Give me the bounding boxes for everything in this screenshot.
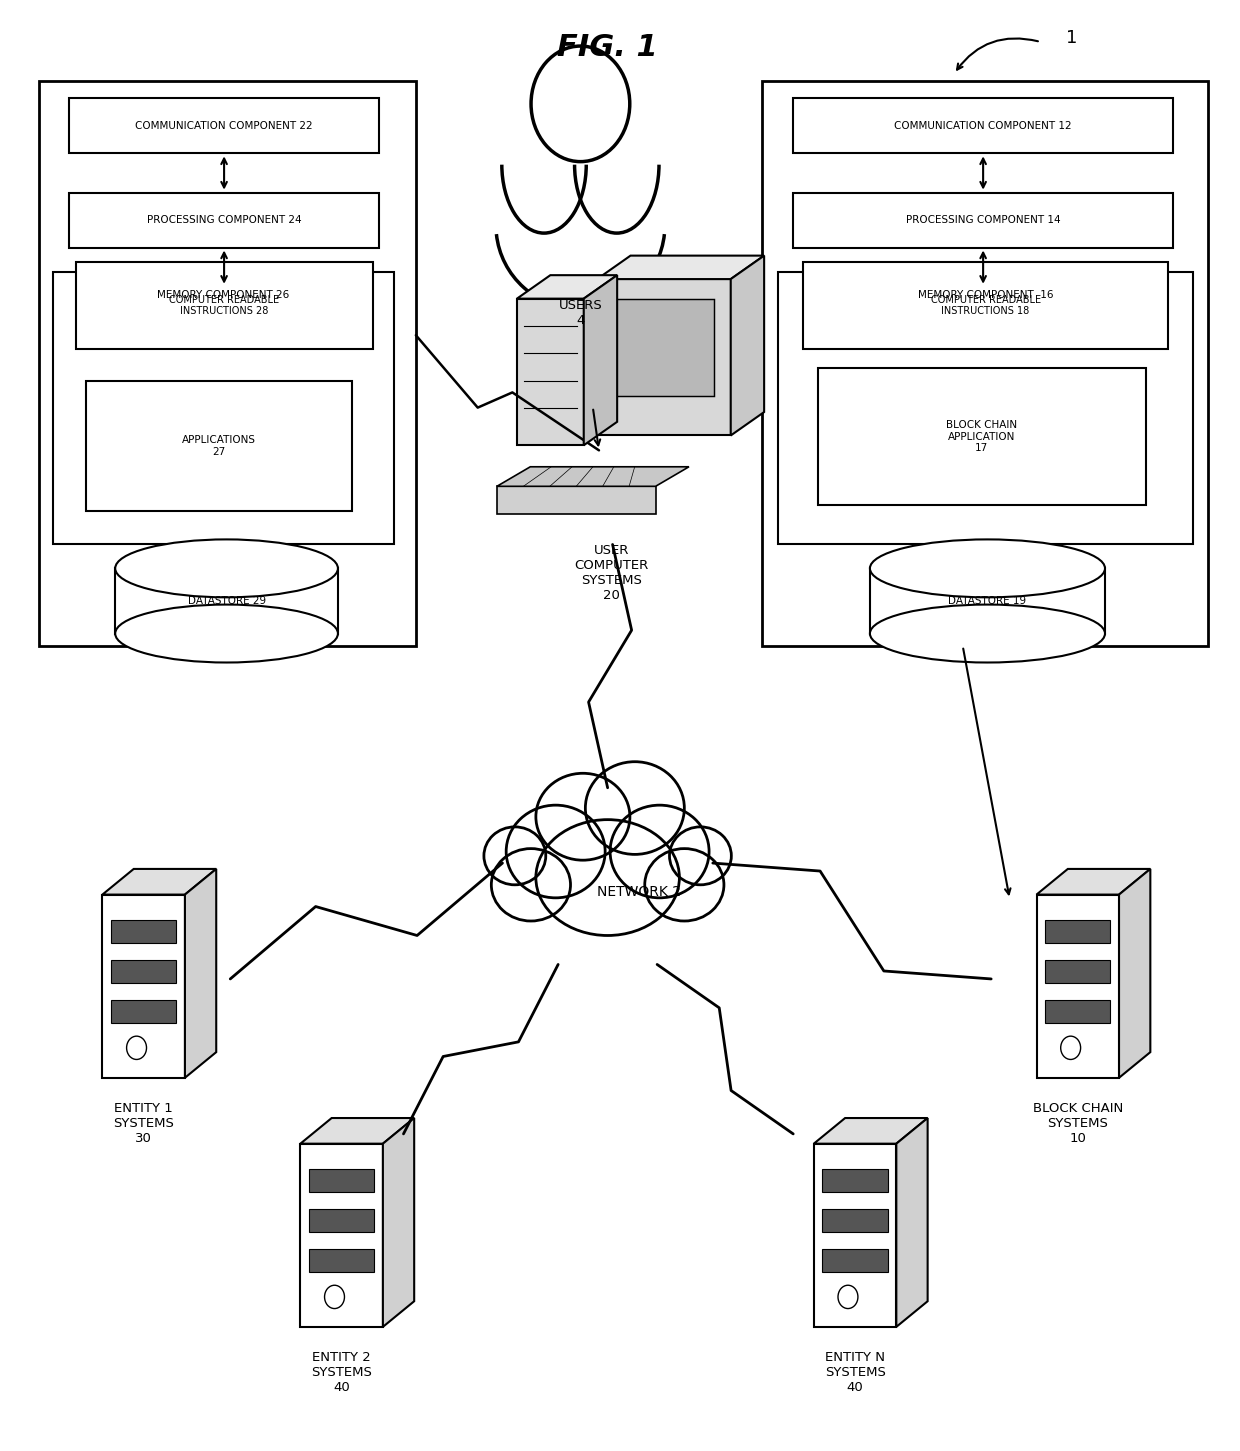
- Bar: [822, 1249, 888, 1273]
- Text: COMMUNICATION COMPONENT 22: COMMUNICATION COMPONENT 22: [135, 120, 312, 131]
- Bar: [1045, 920, 1111, 943]
- Ellipse shape: [115, 605, 339, 663]
- Bar: [1045, 959, 1111, 982]
- Text: DATASTORE 19: DATASTORE 19: [949, 596, 1027, 607]
- Circle shape: [126, 1036, 146, 1059]
- Bar: [822, 1209, 888, 1232]
- Bar: [115, 569, 339, 634]
- Bar: [103, 895, 185, 1078]
- Bar: [497, 486, 656, 514]
- Text: MEMORY COMPONENT 26: MEMORY COMPONENT 26: [157, 290, 290, 300]
- Ellipse shape: [536, 820, 680, 936]
- Text: COMMUNICATION COMPONENT 12: COMMUNICATION COMPONENT 12: [894, 120, 1071, 131]
- Polygon shape: [300, 1119, 414, 1143]
- Polygon shape: [383, 1119, 414, 1326]
- Bar: [53, 273, 393, 544]
- Circle shape: [1060, 1036, 1080, 1059]
- Ellipse shape: [645, 849, 724, 921]
- Bar: [804, 263, 1168, 348]
- Text: PROCESSING COMPONENT 14: PROCESSING COMPONENT 14: [905, 215, 1060, 225]
- Bar: [309, 1168, 374, 1191]
- Ellipse shape: [670, 827, 732, 885]
- Bar: [309, 1209, 374, 1232]
- Text: FIG. 1: FIG. 1: [557, 33, 658, 62]
- Bar: [517, 299, 584, 445]
- Polygon shape: [897, 1119, 928, 1326]
- Polygon shape: [584, 276, 618, 445]
- Polygon shape: [1118, 869, 1151, 1078]
- Bar: [1037, 895, 1118, 1078]
- Ellipse shape: [610, 805, 709, 898]
- Text: ENTITY 2
SYSTEMS
40: ENTITY 2 SYSTEMS 40: [311, 1351, 372, 1394]
- Text: BLOCK CHAIN
SYSTEMS
10: BLOCK CHAIN SYSTEMS 10: [1033, 1103, 1123, 1145]
- Ellipse shape: [870, 540, 1105, 598]
- Bar: [779, 273, 1193, 544]
- Bar: [38, 81, 415, 646]
- Text: BLOCK CHAIN
APPLICATION
17: BLOCK CHAIN APPLICATION 17: [946, 419, 1018, 453]
- Bar: [794, 99, 1173, 154]
- Polygon shape: [730, 255, 764, 435]
- Text: DATASTORE 29: DATASTORE 29: [187, 596, 265, 607]
- Polygon shape: [1037, 869, 1151, 895]
- Bar: [763, 81, 1208, 646]
- Polygon shape: [185, 869, 216, 1078]
- Text: NETWORK 2: NETWORK 2: [596, 885, 681, 900]
- Bar: [76, 263, 372, 348]
- Bar: [309, 1249, 374, 1273]
- Bar: [110, 959, 176, 982]
- Polygon shape: [598, 255, 764, 279]
- Bar: [86, 380, 351, 511]
- Bar: [813, 1143, 897, 1326]
- Text: PROCESSING COMPONENT 24: PROCESSING COMPONENT 24: [146, 215, 301, 225]
- Text: APPLICATIONS
27: APPLICATIONS 27: [181, 435, 255, 457]
- Bar: [300, 1143, 383, 1326]
- Ellipse shape: [506, 805, 605, 898]
- Ellipse shape: [585, 762, 684, 855]
- Polygon shape: [103, 869, 216, 895]
- Bar: [822, 1168, 888, 1191]
- Text: ENTITY N
SYSTEMS
40: ENTITY N SYSTEMS 40: [825, 1351, 885, 1394]
- Ellipse shape: [115, 540, 339, 598]
- Text: COMPUTER READABLE
INSTRUCTIONS 18: COMPUTER READABLE INSTRUCTIONS 18: [930, 295, 1040, 316]
- Ellipse shape: [536, 773, 630, 860]
- Bar: [1045, 1000, 1111, 1023]
- Text: COMPUTER READABLE
INSTRUCTIONS 28: COMPUTER READABLE INSTRUCTIONS 28: [169, 295, 279, 316]
- Bar: [598, 279, 730, 435]
- Ellipse shape: [491, 849, 570, 921]
- Bar: [794, 193, 1173, 248]
- Bar: [614, 299, 714, 396]
- Bar: [110, 1000, 176, 1023]
- Polygon shape: [497, 467, 689, 486]
- Polygon shape: [813, 1119, 928, 1143]
- Circle shape: [531, 46, 630, 161]
- Text: USER
COMPUTER
SYSTEMS
20: USER COMPUTER SYSTEMS 20: [574, 544, 649, 602]
- Bar: [818, 367, 1146, 505]
- Text: ENTITY 1
SYSTEMS
30: ENTITY 1 SYSTEMS 30: [113, 1103, 174, 1145]
- Ellipse shape: [870, 605, 1105, 663]
- Bar: [870, 569, 1105, 634]
- Ellipse shape: [484, 827, 546, 885]
- Bar: [69, 193, 378, 248]
- Circle shape: [325, 1286, 345, 1309]
- Polygon shape: [517, 276, 618, 299]
- Circle shape: [838, 1286, 858, 1309]
- Bar: [69, 99, 378, 154]
- Text: MEMORY COMPONENT  16: MEMORY COMPONENT 16: [918, 290, 1053, 300]
- Bar: [110, 920, 176, 943]
- Text: 1: 1: [1066, 29, 1078, 46]
- Text: USERS
4: USERS 4: [558, 299, 603, 326]
